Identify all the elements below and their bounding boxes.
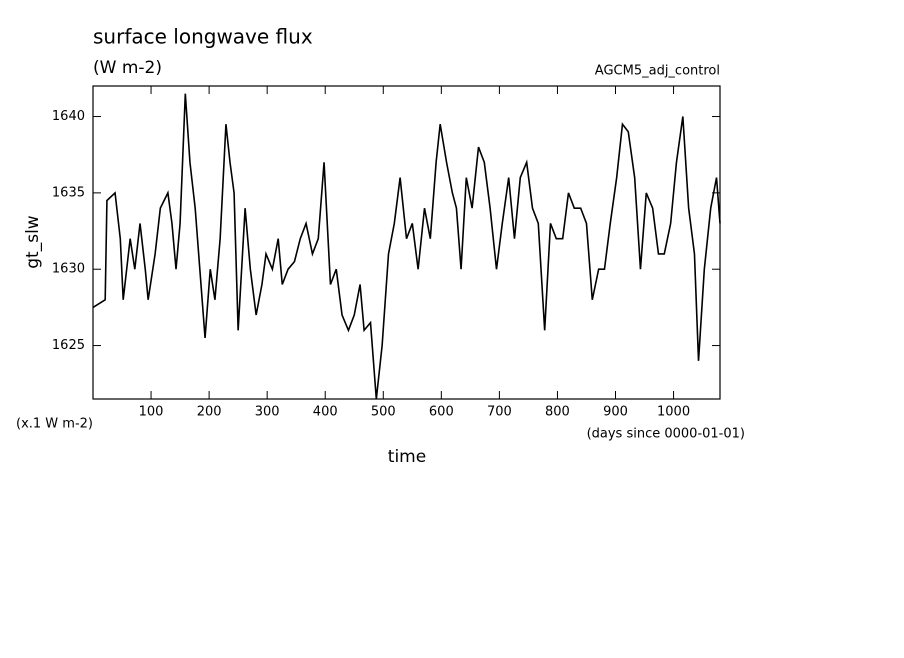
x-tick-label: 200 [197,405,222,420]
data-line [92,93,721,400]
x-tick-label: 1000 [657,405,690,420]
x-tick-label: 600 [429,405,454,420]
x-unit: (days since 0000-01-01) [587,427,745,442]
x-tick-label: 500 [371,405,396,420]
chart-subtitle: (W m-2) [93,58,162,78]
x-tick-label: 300 [255,405,280,420]
y-tick-label: 1625 [52,338,85,353]
x-tick-label: 900 [603,405,628,420]
y-tick-label: 1635 [52,185,85,200]
x-tick-label: 100 [139,405,164,420]
annotation: AGCM5_adj_control [595,64,720,79]
y-axis-label: gt_slw [23,215,43,269]
y-tick-label: 1630 [52,262,85,277]
plot-frame [92,85,721,400]
x-tick-label: 400 [313,405,338,420]
chart-title: surface longwave flux [93,25,313,49]
x-tick-label: 700 [487,405,512,420]
y-unit: (x.1 W m-2) [16,417,93,432]
x-axis-label: time [388,447,426,467]
y-tick-label: 1640 [52,109,85,124]
x-tick-label: 800 [545,405,570,420]
